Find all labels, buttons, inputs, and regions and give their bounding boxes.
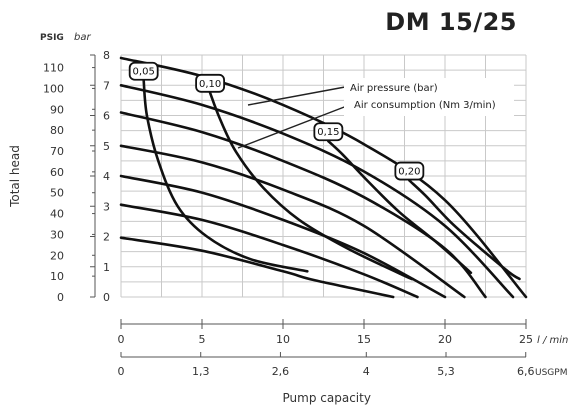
legend-air-pressure: Air pressure (bar): [350, 83, 438, 94]
air-pressure-curve: [119, 84, 515, 299]
y-unit-psig: PSIG: [40, 33, 64, 43]
y-tick-label-bar: 1: [103, 261, 110, 274]
air-consumption-label: 0,20: [398, 167, 420, 178]
y-axis-title: Total head: [8, 145, 22, 208]
air-consumption-curve: [408, 179, 521, 281]
air-consumption-curve: [208, 91, 414, 281]
x-tick-label-usgpm: 5,3: [437, 365, 455, 378]
y-tick-label-psig: 70: [50, 145, 64, 158]
y-tick-label-psig: 10: [50, 270, 64, 283]
y-tick-label-psig: 110: [43, 62, 64, 75]
legend-background: [344, 78, 514, 116]
air-pressure-curve: [119, 203, 419, 299]
x-tick-label-lmin: 25: [519, 333, 533, 346]
x-axis-title: Pump capacity: [283, 391, 371, 405]
air-consumption-label-box: [128, 61, 159, 81]
air-pressure-curve: [119, 174, 447, 299]
y-tick-label-bar: 2: [103, 231, 110, 244]
air-consumption-label: 0,15: [317, 127, 339, 138]
air-consumption-curve: [142, 79, 309, 273]
y-tick-label-bar: 4: [103, 170, 110, 183]
chart-grid: [120, 54, 527, 298]
chart-title: DM 15/25: [385, 8, 517, 36]
legend-leader-air-consumption: [237, 103, 353, 149]
y-tick-label-bar: 0: [103, 291, 110, 304]
air-consumption-label: 0,05: [133, 67, 155, 78]
y-unit-bar: bar: [74, 32, 91, 43]
y-tick-label-psig: 20: [50, 249, 64, 262]
y-tick-label-psig: 60: [50, 166, 64, 179]
x-unit-usgpm: USGPM: [535, 368, 567, 378]
chart-curves: [119, 56, 528, 299]
air-consumption-label-box: [394, 161, 425, 181]
y-tick-label-psig: 0: [57, 291, 64, 304]
x-tick-label-usgpm: 6,6: [517, 365, 535, 378]
x-tick-label-lmin: 5: [199, 333, 206, 346]
air-consumption-curve: [327, 139, 473, 275]
y-tick-label-psig: 30: [50, 228, 64, 241]
x-tick-label-lmin: 15: [357, 333, 371, 346]
y-tick-label-bar: 3: [103, 200, 110, 213]
air-pressure-curve: [119, 236, 395, 299]
y-tick-label-psig: 40: [50, 208, 64, 221]
x-tick-label-usgpm: 1,3: [192, 365, 210, 378]
y-tick-label-psig: 90: [50, 103, 64, 116]
y-tick-label-psig: 100: [43, 82, 64, 95]
y-tick-label-psig: 50: [50, 187, 64, 200]
x-tick-label-lmin: 10: [276, 333, 290, 346]
air-pressure-curve: [119, 144, 466, 299]
x-tick-label-usgpm: 2,6: [272, 365, 290, 378]
legend-air-consumption: Air consumption (Nm 3/min): [354, 100, 496, 111]
x-tick-label-usgpm: 4: [363, 365, 370, 378]
x-tick-label-usgpm: 0: [118, 365, 125, 378]
y-tick-label-psig: 80: [50, 124, 64, 137]
chart-labels: PSIG bar Total head l / min USGPM Pump capaci…: [8, 32, 568, 405]
air-consumption-label-box: [313, 122, 344, 142]
y-tick-label-bar: 8: [103, 49, 110, 62]
legend-leader-air-pressure: [247, 86, 346, 106]
air-consumption-label: 0,10: [199, 79, 221, 90]
y-tick-label-bar: 6: [103, 110, 110, 123]
x-tick-label-lmin: 0: [118, 333, 125, 346]
y-tick-label-bar: 5: [103, 140, 110, 153]
x-unit-lmin: l / min: [537, 335, 568, 346]
chart-legend: Air pressure (bar) Air consumption (Nm 3/…: [237, 78, 514, 149]
x-tick-label-lmin: 20: [438, 333, 452, 346]
air-consumption-label-box: [195, 73, 226, 93]
y-tick-label-bar: 7: [103, 79, 110, 92]
